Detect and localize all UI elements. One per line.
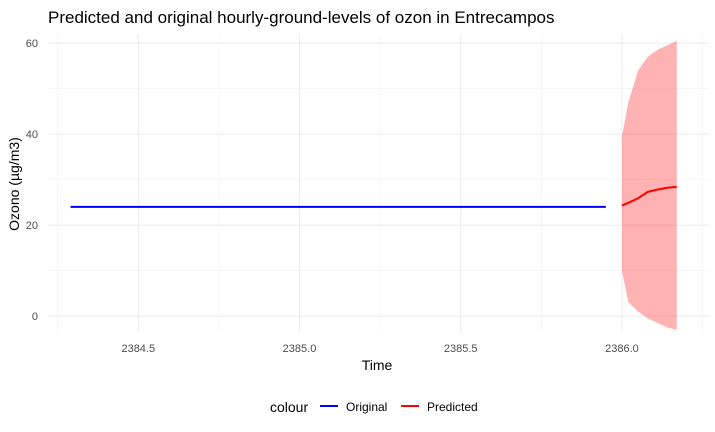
x-tick-label: 2384.5: [121, 343, 155, 355]
grid-major: [48, 34, 709, 332]
series-line-layer: [70, 185, 677, 208]
x-tick-label: 2385.5: [444, 343, 478, 355]
y-tick-label: 20: [26, 220, 38, 232]
y-tick-label: 60: [26, 38, 38, 50]
x-tick-label: 2386.0: [605, 343, 639, 355]
x-tick-label: 2385.0: [283, 343, 317, 355]
confidence-band-layer: [621, 40, 677, 330]
legend-label-predicted: Predicted: [427, 400, 478, 414]
legend-entries: Original Predicted: [320, 400, 478, 414]
y-axis-ticks: 0 20 40 60: [26, 38, 38, 323]
plot-area: [48, 34, 709, 332]
legend-title: colour: [270, 399, 308, 415]
legend-label-original: Original: [346, 400, 387, 414]
legend: colour Original Predicted: [270, 399, 478, 415]
prediction-interval-band: [621, 40, 677, 330]
y-axis-label: Ozono (µg/m3): [6, 137, 22, 231]
chart-title: Predicted and original hourly-ground-lev…: [48, 8, 555, 27]
y-tick-label: 40: [26, 129, 38, 141]
series-line-predicted: [621, 185, 677, 207]
x-axis-label: Time: [362, 357, 393, 373]
y-tick-label: 0: [32, 311, 38, 323]
x-axis-ticks: 2384.5 2385.0 2385.5 2386.0: [121, 343, 638, 355]
grid-minor: [48, 34, 709, 332]
